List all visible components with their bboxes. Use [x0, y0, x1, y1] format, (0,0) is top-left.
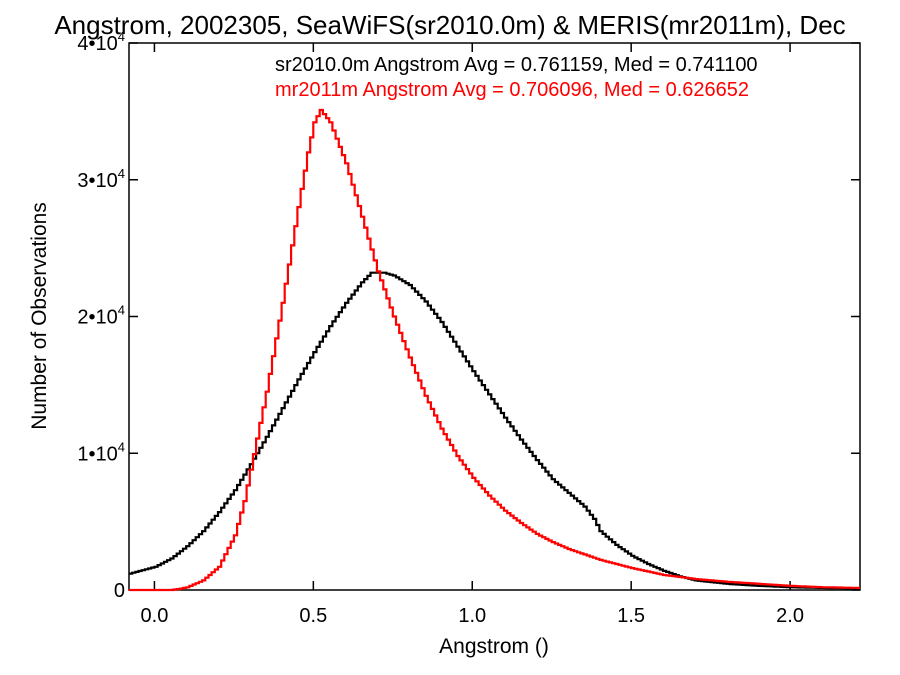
- y-tick-exponent: 4: [118, 166, 125, 181]
- y-tick-label: 0: [114, 580, 125, 602]
- series-lines: [129, 108, 860, 592]
- y-tick-base: 2•10: [77, 307, 117, 329]
- chart-title: Angstrom, 2002305, SeaWiFS(sr2010.0m) & …: [54, 10, 845, 40]
- plot-frame: [128, 42, 861, 591]
- y-tick-exponent: 4: [118, 29, 125, 44]
- x-tick-label: 0.0: [141, 605, 169, 627]
- series-line-0: [129, 271, 860, 590]
- y-axis-label: Number of Observations: [28, 202, 51, 430]
- y-tick-label: 1•104: [77, 439, 125, 465]
- x-tick-label: 1.0: [458, 605, 486, 627]
- legend: sr2010.0m Angstrom Avg = 0.761159, Med =…: [275, 54, 758, 101]
- series-line-1: [129, 108, 860, 592]
- y-tick-base: 4•10: [77, 33, 117, 55]
- y-tick-label: 4•104: [77, 29, 125, 55]
- legend-entry-1: mr2011m Angstrom Avg = 0.706096, Med = 0…: [275, 79, 749, 101]
- y-tick-exponent: 4: [118, 439, 125, 454]
- y-tick-base: 0: [114, 580, 125, 602]
- y-tick-label: 3•104: [77, 166, 125, 192]
- x-axis-label: Angstrom (): [439, 635, 549, 658]
- legend-entry-0: sr2010.0m Angstrom Avg = 0.761159, Med =…: [275, 54, 758, 76]
- x-tick-label: 0.5: [299, 605, 327, 627]
- y-tick-base: 3•10: [77, 170, 117, 192]
- x-tick-label: 1.5: [617, 605, 645, 627]
- x-tick-label: 2.0: [776, 605, 804, 627]
- y-tick-exponent: 4: [118, 303, 125, 318]
- y-tick-base: 1•10: [77, 443, 117, 465]
- y-tick-label: 2•104: [77, 303, 125, 329]
